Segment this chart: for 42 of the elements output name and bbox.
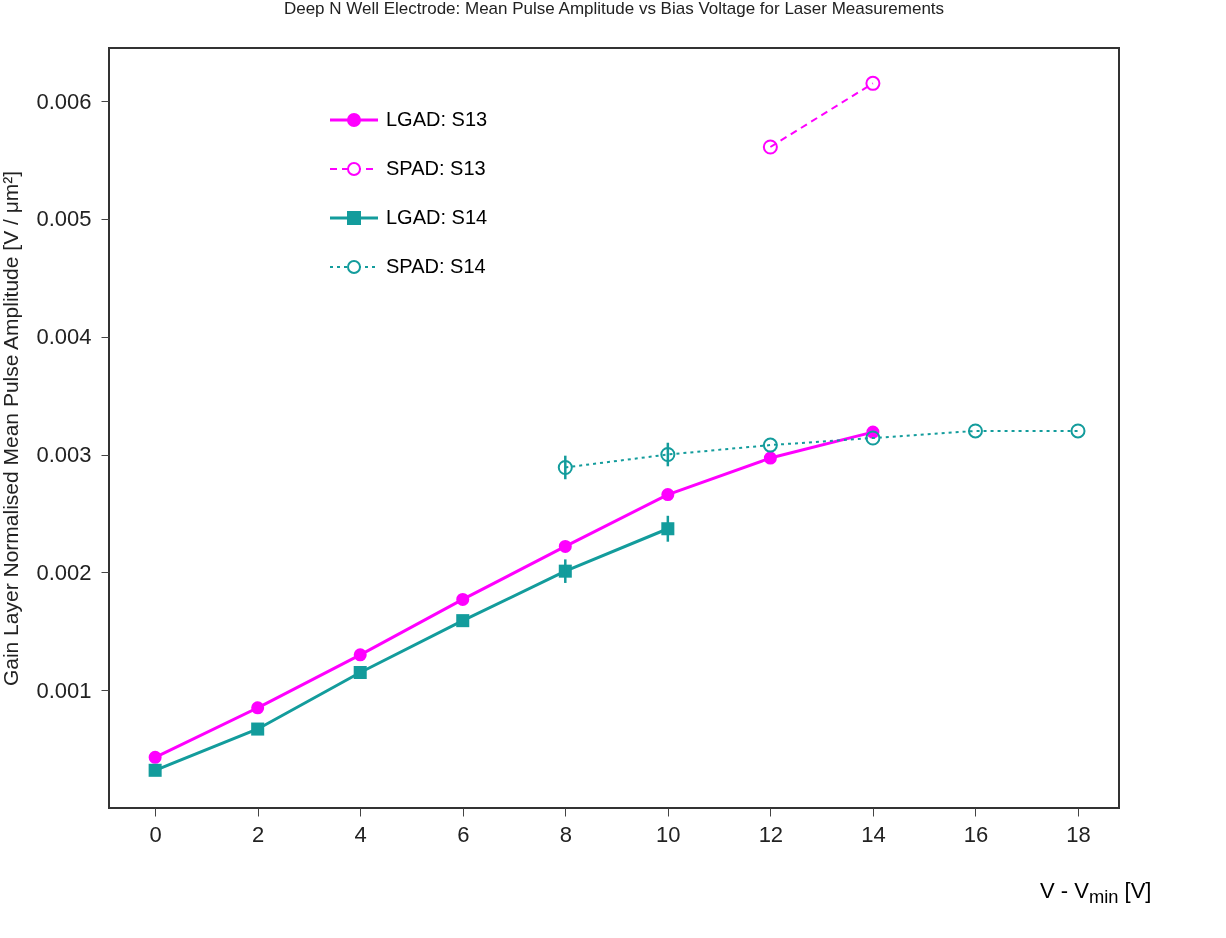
y-tick-label: 0.003 — [36, 442, 92, 468]
point — [865, 430, 881, 446]
legend-label: SPAD: S13 — [386, 157, 486, 180]
point — [456, 592, 470, 606]
point — [763, 451, 777, 465]
x-tick-label: 4 — [354, 821, 367, 847]
x-tick-label: 18 — [1066, 821, 1091, 847]
point — [251, 701, 265, 715]
legend-label: LGAD: S14 — [386, 206, 488, 229]
point — [762, 437, 778, 453]
point — [148, 750, 162, 764]
legend-label: SPAD: S14 — [386, 255, 486, 278]
point — [558, 539, 572, 553]
y-tick-label: 0.004 — [36, 324, 92, 350]
point — [967, 423, 983, 439]
x-tick-label: 6 — [457, 821, 470, 847]
point — [353, 665, 367, 680]
x-tick-label: 10 — [656, 821, 681, 847]
point — [660, 447, 676, 463]
x-tick-label: 16 — [963, 821, 989, 847]
y-tick-label: 0.002 — [36, 559, 92, 585]
y-tick-label: 0.005 — [36, 206, 92, 232]
point — [762, 139, 778, 155]
point — [661, 488, 675, 502]
chart-title: Deep N Well Electrode: Mean Pulse Amplitude vs Bias Voltage for Laser Measurements — [283, 0, 945, 18]
point — [353, 648, 367, 662]
x-tick-label: 14 — [861, 821, 886, 847]
y-tick-label: 0.006 — [36, 88, 92, 114]
legend-label: LGAD: S13 — [386, 108, 488, 131]
point — [1070, 423, 1086, 439]
point — [865, 75, 881, 91]
point — [251, 722, 265, 736]
y-tick-label: 0.001 — [36, 677, 92, 703]
point — [456, 614, 470, 628]
x-tick-label: 8 — [559, 821, 572, 847]
point — [557, 459, 573, 475]
x-tick-label: 0 — [149, 821, 162, 847]
x-tick-label: 2 — [252, 821, 265, 847]
y-axis-title: Gain Layer Normalised Mean Pulse Amplitude [V / μm²] — [0, 170, 23, 687]
point — [148, 763, 162, 777]
x-tick-label: 12 — [758, 821, 784, 847]
x-axis-title: V - V$_{min}$ [V] — [1040, 878, 1152, 909]
